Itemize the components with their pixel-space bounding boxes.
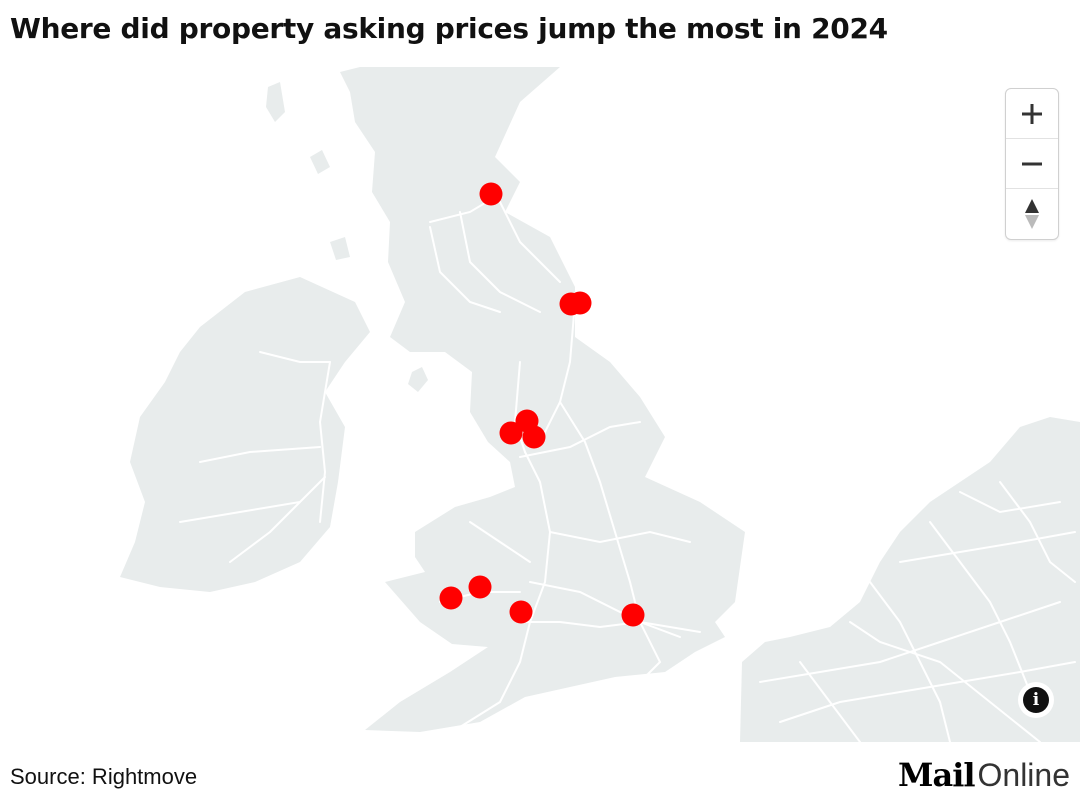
mailonline-logo[interactable]: MailOnline [898, 756, 1070, 794]
plus-icon [1022, 103, 1042, 124]
marker-london-area[interactable] [621, 603, 645, 627]
island-small-1 [310, 150, 330, 174]
marker-cardiff-area-1[interactable] [468, 575, 492, 599]
ireland-land [120, 277, 370, 592]
land-masses [120, 67, 1080, 742]
hebrides-land [266, 82, 285, 122]
logo-online-text: Online [977, 757, 1071, 793]
info-icon: i [1023, 687, 1049, 713]
zoom-out-button[interactable] [1006, 139, 1058, 189]
great-britain-land [340, 67, 745, 732]
source-credit: Source: Rightmove [10, 764, 198, 789]
price-markers [439, 182, 645, 627]
island-small-2 [330, 237, 350, 260]
marker-newcastle-area-2[interactable] [568, 291, 592, 315]
compass-icon [1025, 198, 1039, 229]
marker-bristol-area[interactable] [509, 600, 533, 624]
marker-edinburgh-area[interactable] [479, 182, 503, 206]
info-button[interactable]: i [1018, 682, 1054, 718]
marker-manchester-area-3[interactable] [522, 425, 546, 449]
logo-mail-text: Mail [898, 756, 975, 794]
zoom-in-button[interactable] [1006, 89, 1058, 139]
map-title: Where did property asking prices jump th… [10, 12, 888, 45]
marker-swansea-area[interactable] [439, 586, 463, 610]
minus-icon [1022, 162, 1042, 165]
marker-manchester-area-2[interactable] [499, 421, 523, 445]
reset-bearing-button[interactable] [1006, 189, 1058, 238]
isle-of-man-land [408, 367, 428, 392]
map-area[interactable] [0, 62, 1080, 742]
zoom-controls [1005, 88, 1059, 240]
europe-land [740, 417, 1080, 742]
